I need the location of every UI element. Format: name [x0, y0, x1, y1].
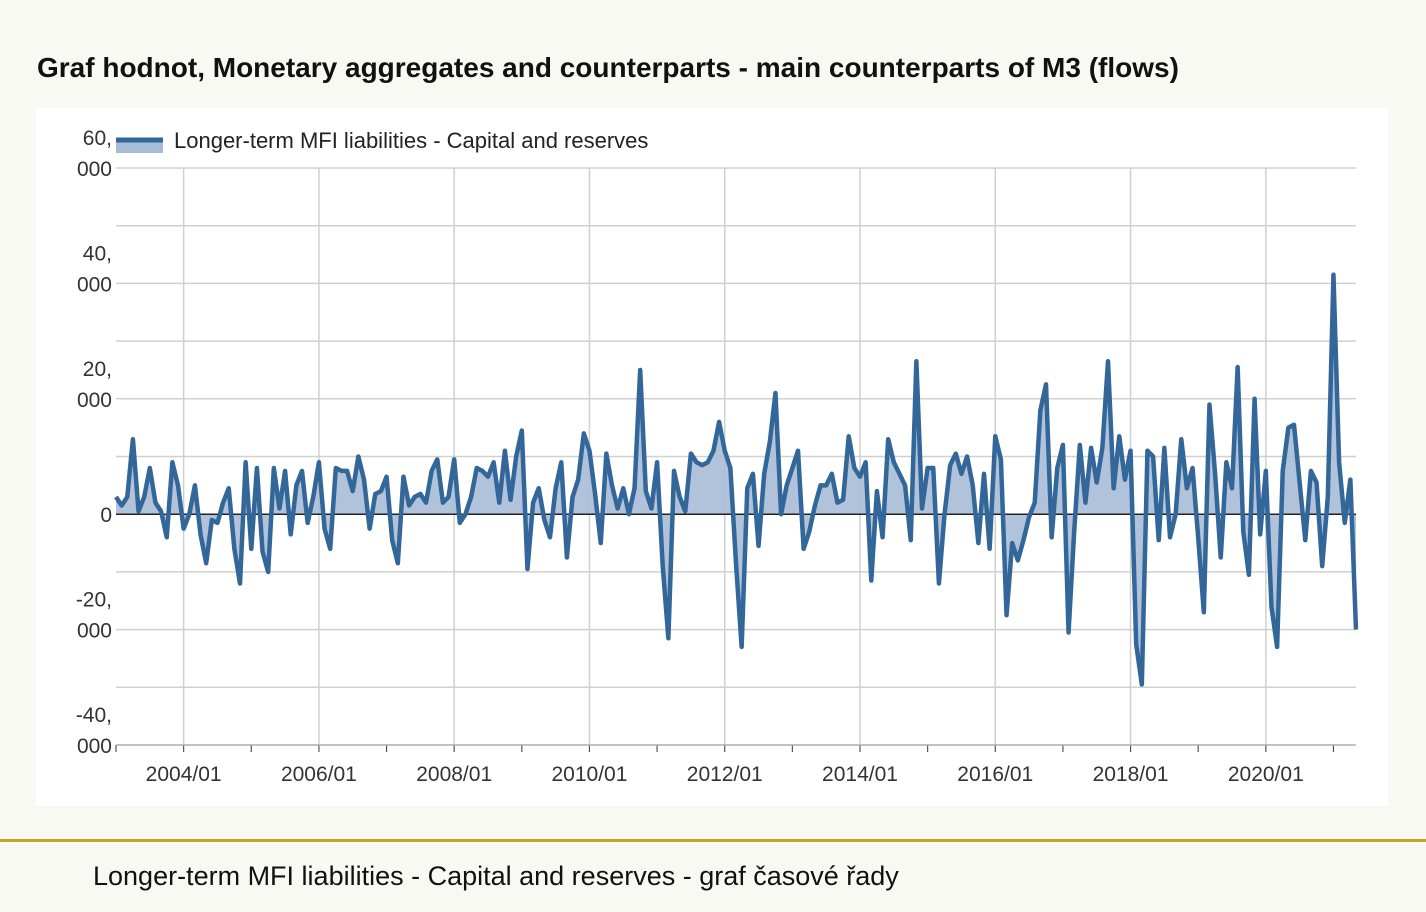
y-tick-label-line: 000 [77, 273, 112, 296]
x-tick-label: 2016/01 [957, 763, 1033, 786]
x-tick-label: 2004/01 [146, 763, 222, 786]
chart-caption: Longer-term MFI liabilities - Capital an… [93, 861, 899, 891]
x-tick-label: 2008/01 [416, 763, 492, 786]
x-tick-label: 2006/01 [281, 763, 357, 786]
y-tick-label-line: 40, [83, 242, 112, 265]
y-tick-label-line: 000 [77, 620, 112, 643]
divider [0, 839, 1426, 842]
legend-swatch-fill [116, 140, 163, 153]
y-tick-label: 20, 000 [77, 358, 112, 412]
legend-label: Longer-term MFI liabilities - Capital an… [174, 128, 648, 153]
x-tick-label: 2018/01 [1093, 763, 1169, 786]
y-tick-label-line: 60, [83, 127, 112, 150]
y-tick-label: 60, 000 [77, 127, 112, 181]
x-tick-label: 2012/01 [687, 763, 763, 786]
y-tick-label: -40, 000 [76, 704, 112, 758]
y-tick-label: 40, 000 [77, 242, 112, 296]
chart-title: Graf hodnot, Monetary aggregates and cou… [37, 52, 1179, 83]
series-line [114, 272, 1359, 687]
y-tick-label-line: -20, [76, 589, 112, 612]
x-tick-label: 2014/01 [822, 763, 898, 786]
y-tick-label-line: 20, [83, 358, 112, 381]
x-tick-label: 2020/01 [1228, 763, 1304, 786]
y-tick-label: 0 [100, 504, 112, 527]
y-tick-label-line: 0 [100, 504, 112, 527]
y-tick-label-line: 000 [77, 735, 112, 758]
y-tick-label-line: -40, [76, 704, 112, 727]
y-tick-label-line: 000 [77, 389, 112, 412]
y-tick-label: -20, 000 [76, 589, 112, 643]
x-tick-label: 2010/01 [551, 763, 627, 786]
y-tick-label-line: 000 [77, 158, 112, 181]
